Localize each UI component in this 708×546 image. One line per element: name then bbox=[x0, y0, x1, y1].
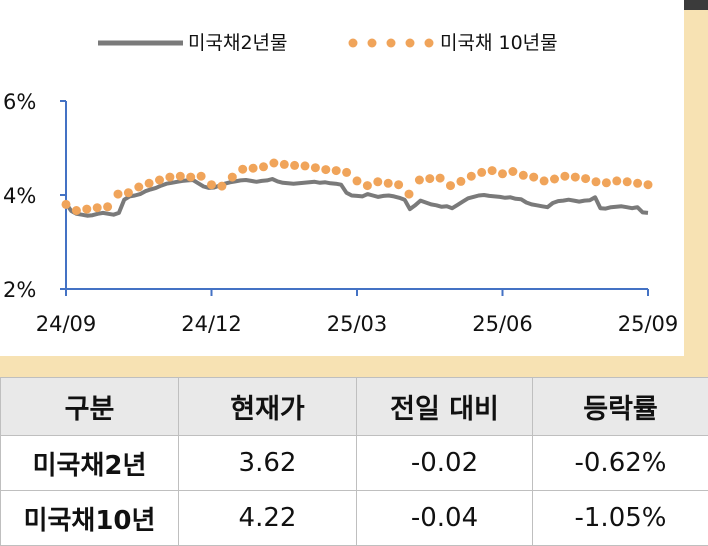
legend-swatch-us10y bbox=[349, 39, 434, 48]
series-point-us10y bbox=[498, 169, 507, 178]
yield-chart: 미국채2년물 미국채 10년물 2% 4% 6% 24/09 24/12 25/03 25… bbox=[0, 0, 708, 356]
change-rate-cell: -0.62% bbox=[533, 436, 708, 491]
series-point-us10y bbox=[321, 165, 330, 174]
series-point-us10y bbox=[93, 203, 102, 212]
daily-change-cell: -0.04 bbox=[357, 491, 533, 546]
y-axis-ticks: 2% 4% 6% bbox=[3, 90, 66, 302]
series-point-us10y bbox=[592, 177, 601, 186]
series-point-us10y bbox=[446, 181, 455, 190]
chart-legend: 미국채2년물 미국채 10년물 bbox=[98, 32, 558, 54]
x-tick-label: 25/03 bbox=[327, 312, 388, 336]
series-point-us10y bbox=[62, 200, 71, 209]
series-point-us10y bbox=[269, 159, 278, 168]
header-change-rate: 등락률 bbox=[533, 378, 708, 436]
series-point-us10y bbox=[342, 168, 351, 177]
series-point-us10y bbox=[477, 168, 486, 177]
series-point-us10y bbox=[612, 176, 621, 185]
table-row: 미국채10년 4.22 -0.04 -1.05% bbox=[1, 491, 708, 546]
current-price-cell: 3.62 bbox=[179, 436, 357, 491]
legend-dot bbox=[349, 39, 358, 48]
legend-dot bbox=[368, 39, 377, 48]
table-row: 미국채2년 3.62 -0.02 -0.62% bbox=[1, 436, 708, 491]
x-axis-ticks: 24/09 24/12 25/03 25/06 25/09 bbox=[36, 289, 679, 336]
series-point-us10y bbox=[529, 173, 538, 182]
series-point-us10y bbox=[602, 178, 611, 187]
series-point-us10y bbox=[623, 177, 632, 186]
series-point-us10y bbox=[560, 172, 569, 181]
series-point-us10y bbox=[165, 173, 174, 182]
x-tick-label: 25/06 bbox=[472, 312, 533, 336]
series-point-us10y bbox=[488, 166, 497, 175]
series-point-us10y bbox=[540, 176, 549, 185]
row-name: 미국채2년 bbox=[1, 436, 179, 491]
series-point-us10y bbox=[301, 161, 310, 170]
legend-dot bbox=[387, 39, 396, 48]
series-point-us10y bbox=[363, 181, 372, 190]
series-point-us10y bbox=[155, 176, 164, 185]
legend-dot bbox=[425, 39, 434, 48]
series-point-us10y bbox=[103, 202, 112, 211]
series-point-us10y bbox=[82, 205, 91, 214]
series-point-us10y bbox=[238, 165, 247, 174]
series-point-us10y bbox=[290, 161, 299, 170]
series-point-us10y bbox=[571, 173, 580, 182]
change-rate-cell: -1.05% bbox=[533, 491, 708, 546]
series-point-us10y bbox=[508, 167, 517, 176]
series-point-us10y bbox=[228, 173, 237, 182]
plot-area bbox=[62, 159, 653, 216]
y-tick-label: 6% bbox=[3, 90, 36, 114]
y-tick-label: 2% bbox=[3, 278, 36, 302]
series-point-us10y bbox=[633, 179, 642, 188]
table-header-row: 구분 현재가 전일 대비 등락률 bbox=[1, 378, 708, 436]
series-point-us10y bbox=[186, 173, 195, 182]
series-point-us10y bbox=[176, 172, 185, 181]
series-point-us10y bbox=[425, 174, 434, 183]
series-point-us10y bbox=[373, 177, 382, 186]
x-tick-label: 24/12 bbox=[181, 312, 242, 336]
row-name: 미국채10년 bbox=[1, 491, 179, 546]
series-point-us10y bbox=[415, 176, 424, 185]
legend-dot bbox=[406, 39, 415, 48]
y-tick-label: 4% bbox=[3, 184, 36, 208]
series-point-us10y bbox=[519, 171, 528, 180]
series-point-us10y bbox=[467, 172, 476, 181]
series-point-us10y bbox=[249, 164, 258, 173]
header-category: 구분 bbox=[1, 378, 179, 436]
daily-change-cell: -0.02 bbox=[357, 436, 533, 491]
series-point-us10y bbox=[581, 174, 590, 183]
series-point-us10y bbox=[145, 179, 154, 188]
series-point-us10y bbox=[114, 190, 123, 199]
x-tick-label: 25/09 bbox=[618, 312, 679, 336]
series-point-us10y bbox=[353, 176, 362, 185]
series-point-us10y bbox=[405, 190, 414, 199]
series-point-us10y bbox=[311, 163, 320, 172]
series-point-us10y bbox=[280, 160, 289, 169]
current-price-cell: 4.22 bbox=[179, 491, 357, 546]
series-point-us10y bbox=[456, 177, 465, 186]
series-point-us10y bbox=[134, 183, 143, 192]
header-current-price: 현재가 bbox=[179, 378, 357, 436]
x-tick-label: 24/09 bbox=[36, 312, 97, 336]
series-point-us10y bbox=[436, 174, 445, 183]
series-point-us10y bbox=[72, 206, 81, 215]
series-point-us10y bbox=[197, 172, 206, 181]
series-point-us10y bbox=[207, 180, 216, 189]
series-point-us10y bbox=[550, 175, 559, 184]
series-point-us10y bbox=[384, 179, 393, 188]
series-point-us10y bbox=[259, 162, 268, 171]
price-table: 구분 현재가 전일 대비 등락률 미국채2년 3.62 -0.02 -0.62%… bbox=[0, 377, 708, 546]
series-point-us10y bbox=[644, 180, 653, 189]
series-point-us10y bbox=[217, 182, 226, 191]
header-daily-change: 전일 대비 bbox=[357, 378, 533, 436]
series-point-us10y bbox=[394, 180, 403, 189]
series-point-us10y bbox=[332, 166, 341, 175]
legend-label-us2y: 미국채2년물 bbox=[188, 32, 288, 54]
legend-label-us10y: 미국채 10년물 bbox=[440, 32, 558, 54]
series-point-us10y bbox=[124, 188, 133, 197]
